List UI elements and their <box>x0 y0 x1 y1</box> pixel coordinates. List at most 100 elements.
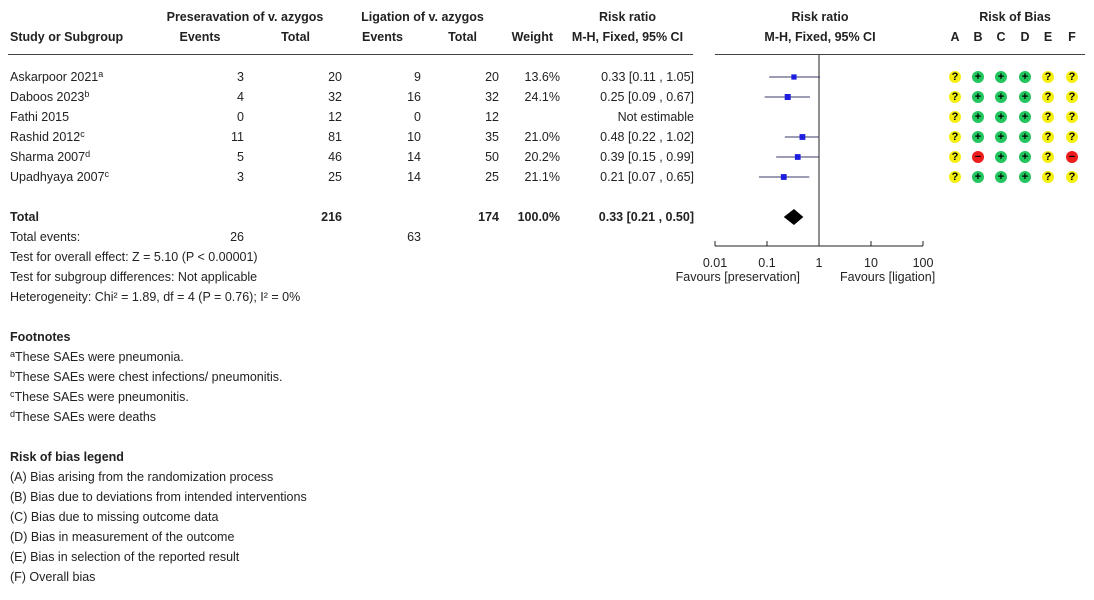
rob-legend-item: (B) Bias due to deviations from intended… <box>10 490 307 504</box>
rob-high-icon: − <box>972 151 984 163</box>
rob-domain-letter: C <box>996 30 1006 44</box>
weight-value: 24.1% <box>524 90 560 104</box>
footnote-marker: c <box>80 129 85 139</box>
rob-low-icon: + <box>995 111 1007 123</box>
ci-text-value: 0.33 [0.11 , 1.05] <box>601 70 694 84</box>
rob-low-icon: + <box>972 111 984 123</box>
weight-value: 21.1% <box>524 170 560 184</box>
rr-method-header: M-H, Fixed, 95% CI <box>571 30 684 44</box>
events1-value: 5 <box>237 150 244 164</box>
rob-legend-item: (F) Overall bias <box>10 570 96 584</box>
total2-value: 12 <box>485 110 499 124</box>
x-tick-label: 100 <box>912 256 934 270</box>
test-subgroup-differences: Test for subgroup differences: Not appli… <box>10 270 258 284</box>
total1-value: 216 <box>321 210 342 224</box>
total1-value: 25 <box>328 170 342 184</box>
rob-title: Risk of Bias <box>979 10 1051 24</box>
ci-text-value: 0.39 [0.15 , 0.99] <box>600 150 694 164</box>
rob-unclear-icon: ? <box>949 171 961 183</box>
rob-low-icon: + <box>995 171 1007 183</box>
rr-title: Risk ratio <box>599 10 656 24</box>
rob-unclear-icon: ? <box>949 71 961 83</box>
rob-unclear-icon: ? <box>1042 171 1054 183</box>
point-estimate-marker <box>784 94 791 100</box>
study-name: Rashid 2012 <box>10 130 81 144</box>
footnote-text: These SAEs were chest infections/ pneumo… <box>15 370 283 384</box>
weight-header: Weight <box>511 30 553 44</box>
rob-unclear-icon: ? <box>1066 171 1078 183</box>
footnote-marker: b <box>10 369 16 379</box>
ci-text-value: 0.25 [0.09 , 0.67] <box>600 90 694 104</box>
rob-unclear-icon: ? <box>1042 71 1054 83</box>
rob-legend-item: (D) Bias in measurement of the outcome <box>10 530 235 544</box>
x-tick-label: 10 <box>864 256 878 270</box>
footnote-marker: c <box>10 389 15 399</box>
rob-high-icon: − <box>1066 151 1078 163</box>
events1-value: 3 <box>237 70 244 84</box>
footnote-item: aThese SAEs were pneumonia. <box>10 349 184 365</box>
weight-value: 13.6% <box>524 70 560 84</box>
study-name: Upadhyaya 2007 <box>10 170 105 184</box>
rob-low-icon: + <box>972 71 984 83</box>
rob-unclear-icon: ? <box>1066 131 1078 143</box>
heterogeneity-text: Heterogeneity: Chi² = 1.89, df = 4 (P = … <box>10 290 301 304</box>
rob-low-icon: + <box>972 171 984 183</box>
events2-header: Events <box>362 30 403 44</box>
events2-value: 14 <box>407 170 421 184</box>
total-ci-text: 0.33 [0.21 , 0.50] <box>598 210 694 224</box>
favours-right-label: Favours [ligation] <box>840 270 936 284</box>
rob-legend-item: (E) Bias in selection of the reported re… <box>10 550 240 564</box>
total1-value: 81 <box>328 130 342 144</box>
rob-unclear-icon: ? <box>949 131 961 143</box>
total2-value: 50 <box>485 150 499 164</box>
rob-unclear-icon: ? <box>1066 71 1078 83</box>
total1-value: 46 <box>328 150 342 164</box>
rob-low-icon: + <box>1019 131 1031 143</box>
events2-value: 10 <box>407 130 421 144</box>
events1-value: 4 <box>237 90 244 104</box>
total2-header: Total <box>448 30 477 44</box>
rob-unclear-icon: ? <box>1042 131 1054 143</box>
total-events-label: Total events: <box>10 230 81 244</box>
footnote-text: These SAEs were pneumonia. <box>15 350 184 364</box>
point-estimate-marker <box>791 74 797 80</box>
study-name-cell: Rashid 2012c <box>10 129 85 145</box>
events2-value: 9 <box>414 70 421 84</box>
rob-unclear-icon: ? <box>949 151 961 163</box>
total2-value: 32 <box>485 90 499 104</box>
ci-text-value: 0.48 [0.22 , 1.02] <box>600 130 694 144</box>
total-weight: 100.0% <box>517 210 560 224</box>
events2-value: 14 <box>407 150 421 164</box>
footnote-item: cThese SAEs were pneumonitis. <box>10 389 189 405</box>
rob-low-icon: + <box>995 131 1007 143</box>
total2-value: 35 <box>485 130 499 144</box>
events1-value: 11 <box>231 130 244 144</box>
total2-value: 174 <box>478 210 499 224</box>
study-name: Fathi 2015 <box>10 110 70 124</box>
group1-title: Preseravation of v. azygos <box>166 10 324 24</box>
rob-domain-letter: E <box>1043 30 1053 44</box>
study-name: Daboos 2023 <box>10 90 85 104</box>
study-name-cell: Fathi 2015 <box>10 110 69 124</box>
rob-unclear-icon: ? <box>1042 111 1054 123</box>
footnote-marker: a <box>10 349 16 359</box>
footnotes-title: Footnotes <box>10 330 71 344</box>
study-name-cell: Askarpoor 2021a <box>10 69 104 85</box>
rob-low-icon: + <box>1019 171 1031 183</box>
rob-unclear-icon: ? <box>949 111 961 123</box>
study-name: Sharma 2007 <box>10 150 86 164</box>
footnote-text: These SAEs were pneumonitis. <box>14 390 189 404</box>
study-name-cell: Sharma 2007d <box>10 150 90 165</box>
events2-value: 0 <box>414 110 421 124</box>
total1-value: 20 <box>328 70 342 84</box>
total-events1: 26 <box>230 230 244 244</box>
footnote-marker: b <box>84 89 90 99</box>
total-events2: 63 <box>407 230 421 244</box>
footnote-item: dThese SAEs were deaths <box>10 410 156 425</box>
weight-value: 21.0% <box>524 130 560 144</box>
x-tick-label: 0.01 <box>702 256 728 270</box>
rob-low-icon: + <box>1019 151 1031 163</box>
footnote-marker: a <box>98 69 104 79</box>
rob-low-icon: + <box>995 151 1007 163</box>
plot-title: Risk ratio <box>791 10 849 24</box>
